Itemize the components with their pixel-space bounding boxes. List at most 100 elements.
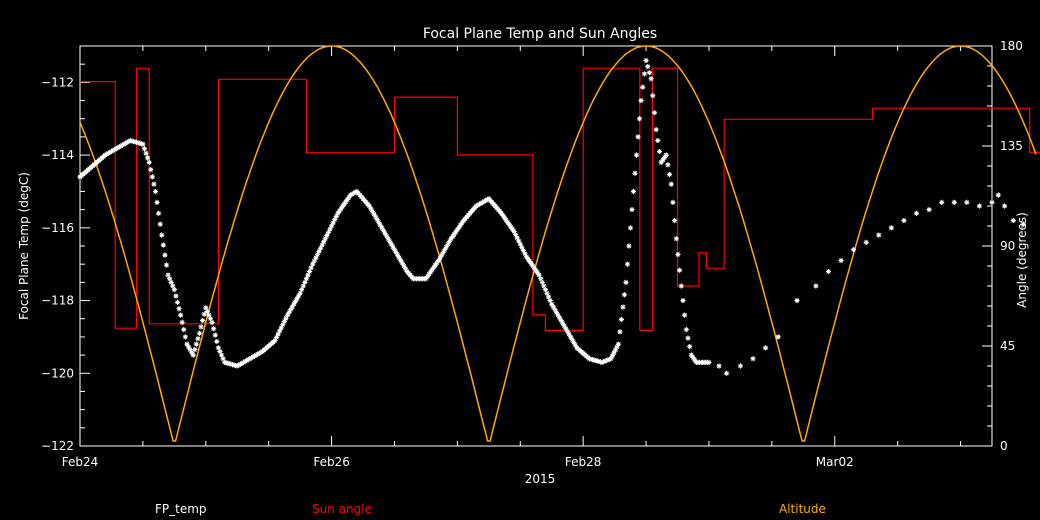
fp-temp-point xyxy=(428,269,434,275)
fp-temp-point xyxy=(509,226,516,232)
fp-temp-point xyxy=(275,331,281,337)
fp-temp-point xyxy=(648,76,654,82)
fp-temp-point xyxy=(380,227,387,234)
fp-temp-point xyxy=(621,292,628,298)
fp-temp-point xyxy=(396,255,402,261)
fp-temp-point xyxy=(750,356,756,362)
fp-temp-point xyxy=(553,309,560,315)
fp-temp-point xyxy=(624,261,631,267)
fp-temp-point xyxy=(913,210,920,216)
fp-temp-point xyxy=(459,220,465,226)
fp-temp-point xyxy=(289,304,295,310)
fp-temp-point xyxy=(523,254,530,260)
x-axis: Feb24 Feb26 Feb28 Mar02 xyxy=(62,46,962,469)
fp-temp-point xyxy=(193,341,199,347)
fp-temp-point xyxy=(675,251,681,258)
fp-temp-point xyxy=(273,334,280,340)
fp-temp-point xyxy=(692,357,698,363)
fp-temp-point xyxy=(292,298,299,305)
x-tick-label: Mar02 xyxy=(816,455,854,469)
fp-temp-point xyxy=(450,233,456,240)
fp-temp-point xyxy=(794,297,800,304)
fp-temp-point xyxy=(288,307,294,313)
fp-temp-point xyxy=(204,308,210,315)
fp-temp-point xyxy=(384,233,390,239)
fp-temp-point xyxy=(527,258,533,265)
fp-temp-point xyxy=(629,207,635,213)
fp-temp-point xyxy=(641,71,647,77)
y-axis-right-label: Angle (degrees) xyxy=(1015,212,1029,308)
y-right-tick-label: 135 xyxy=(1000,139,1023,153)
fp-temp-point xyxy=(338,206,344,212)
fp-temp-point xyxy=(530,263,536,269)
fp-temp-point xyxy=(395,252,401,258)
y-left-tick-label: −118 xyxy=(41,294,74,308)
fp-temp-point xyxy=(630,188,637,195)
fp-temp-point xyxy=(170,283,176,289)
fp-temp-point xyxy=(437,255,443,261)
fp-temp-point xyxy=(211,326,217,332)
fp-temp-point xyxy=(519,244,525,250)
fp-temp-point xyxy=(1020,221,1027,227)
fp-temp-point xyxy=(525,256,531,262)
fp-temp-point xyxy=(435,257,442,264)
fp-temp-point xyxy=(303,276,310,282)
fp-temp-point xyxy=(311,258,317,264)
fp-temp-point xyxy=(195,336,201,342)
fp-temp-point xyxy=(284,312,291,318)
fp-temp-point xyxy=(377,222,383,228)
fp-temp-point xyxy=(538,276,544,282)
fp-temp-point xyxy=(291,301,297,307)
fp-temp-point xyxy=(402,266,409,272)
fp-temp-point xyxy=(638,97,644,104)
fp-temp-point xyxy=(432,262,438,268)
fp-temp-point xyxy=(514,235,520,241)
fp-temp-point xyxy=(369,208,376,215)
fp-temp-point xyxy=(505,219,511,225)
fp-temp-point xyxy=(600,359,607,365)
fp-temp-point xyxy=(668,181,674,187)
fp-temp-point xyxy=(636,116,643,122)
fp-temp-point xyxy=(500,212,506,219)
fp-temp-point xyxy=(162,252,168,258)
fp-temp-point xyxy=(663,152,669,158)
fp-temp-point xyxy=(294,296,300,302)
fp-temp-point xyxy=(343,199,349,205)
fp-temp-point xyxy=(926,207,932,213)
fp-temp-point xyxy=(325,229,332,235)
fp-temp-point xyxy=(448,236,454,242)
fp-temp-point xyxy=(976,203,983,209)
fp-temp-point xyxy=(677,267,683,273)
fp-temp-point xyxy=(207,316,214,322)
fp-temp-point xyxy=(146,159,152,165)
fp-temp-point xyxy=(314,252,321,258)
fp-temp-point xyxy=(173,293,179,299)
fp-temp-point xyxy=(660,157,666,163)
fp-temp-point xyxy=(152,188,159,195)
fp-temp-point xyxy=(633,152,640,158)
fp-temp-point xyxy=(876,232,882,238)
fp-temp-point xyxy=(201,311,207,317)
fp-temp-point xyxy=(567,334,574,340)
fp-temp-point xyxy=(209,319,215,325)
fp-temp-point xyxy=(665,162,671,168)
fp-temp-point xyxy=(189,349,195,355)
fp-temp-point xyxy=(706,359,712,365)
fp-temp-point xyxy=(640,84,646,90)
fp-temp-point xyxy=(1001,203,1008,209)
fp-temp-point xyxy=(646,70,653,76)
fp-temp-point xyxy=(552,307,558,313)
fp-temp-point xyxy=(321,239,327,245)
fp-temp-point xyxy=(187,347,193,353)
fp-temp-point xyxy=(606,356,612,362)
fp-temp-point xyxy=(390,244,396,250)
fp-temp-point xyxy=(443,244,449,250)
y-right-tick-label: 180 xyxy=(1000,39,1023,53)
fp-temp-point xyxy=(391,247,398,253)
fp-temp-point xyxy=(328,223,335,229)
fp-temp-point xyxy=(178,312,184,318)
fp-temp-point xyxy=(286,309,292,315)
fp-temp-point xyxy=(379,225,385,231)
fp-temp-point xyxy=(281,318,288,325)
fp-temp-point xyxy=(571,339,577,345)
